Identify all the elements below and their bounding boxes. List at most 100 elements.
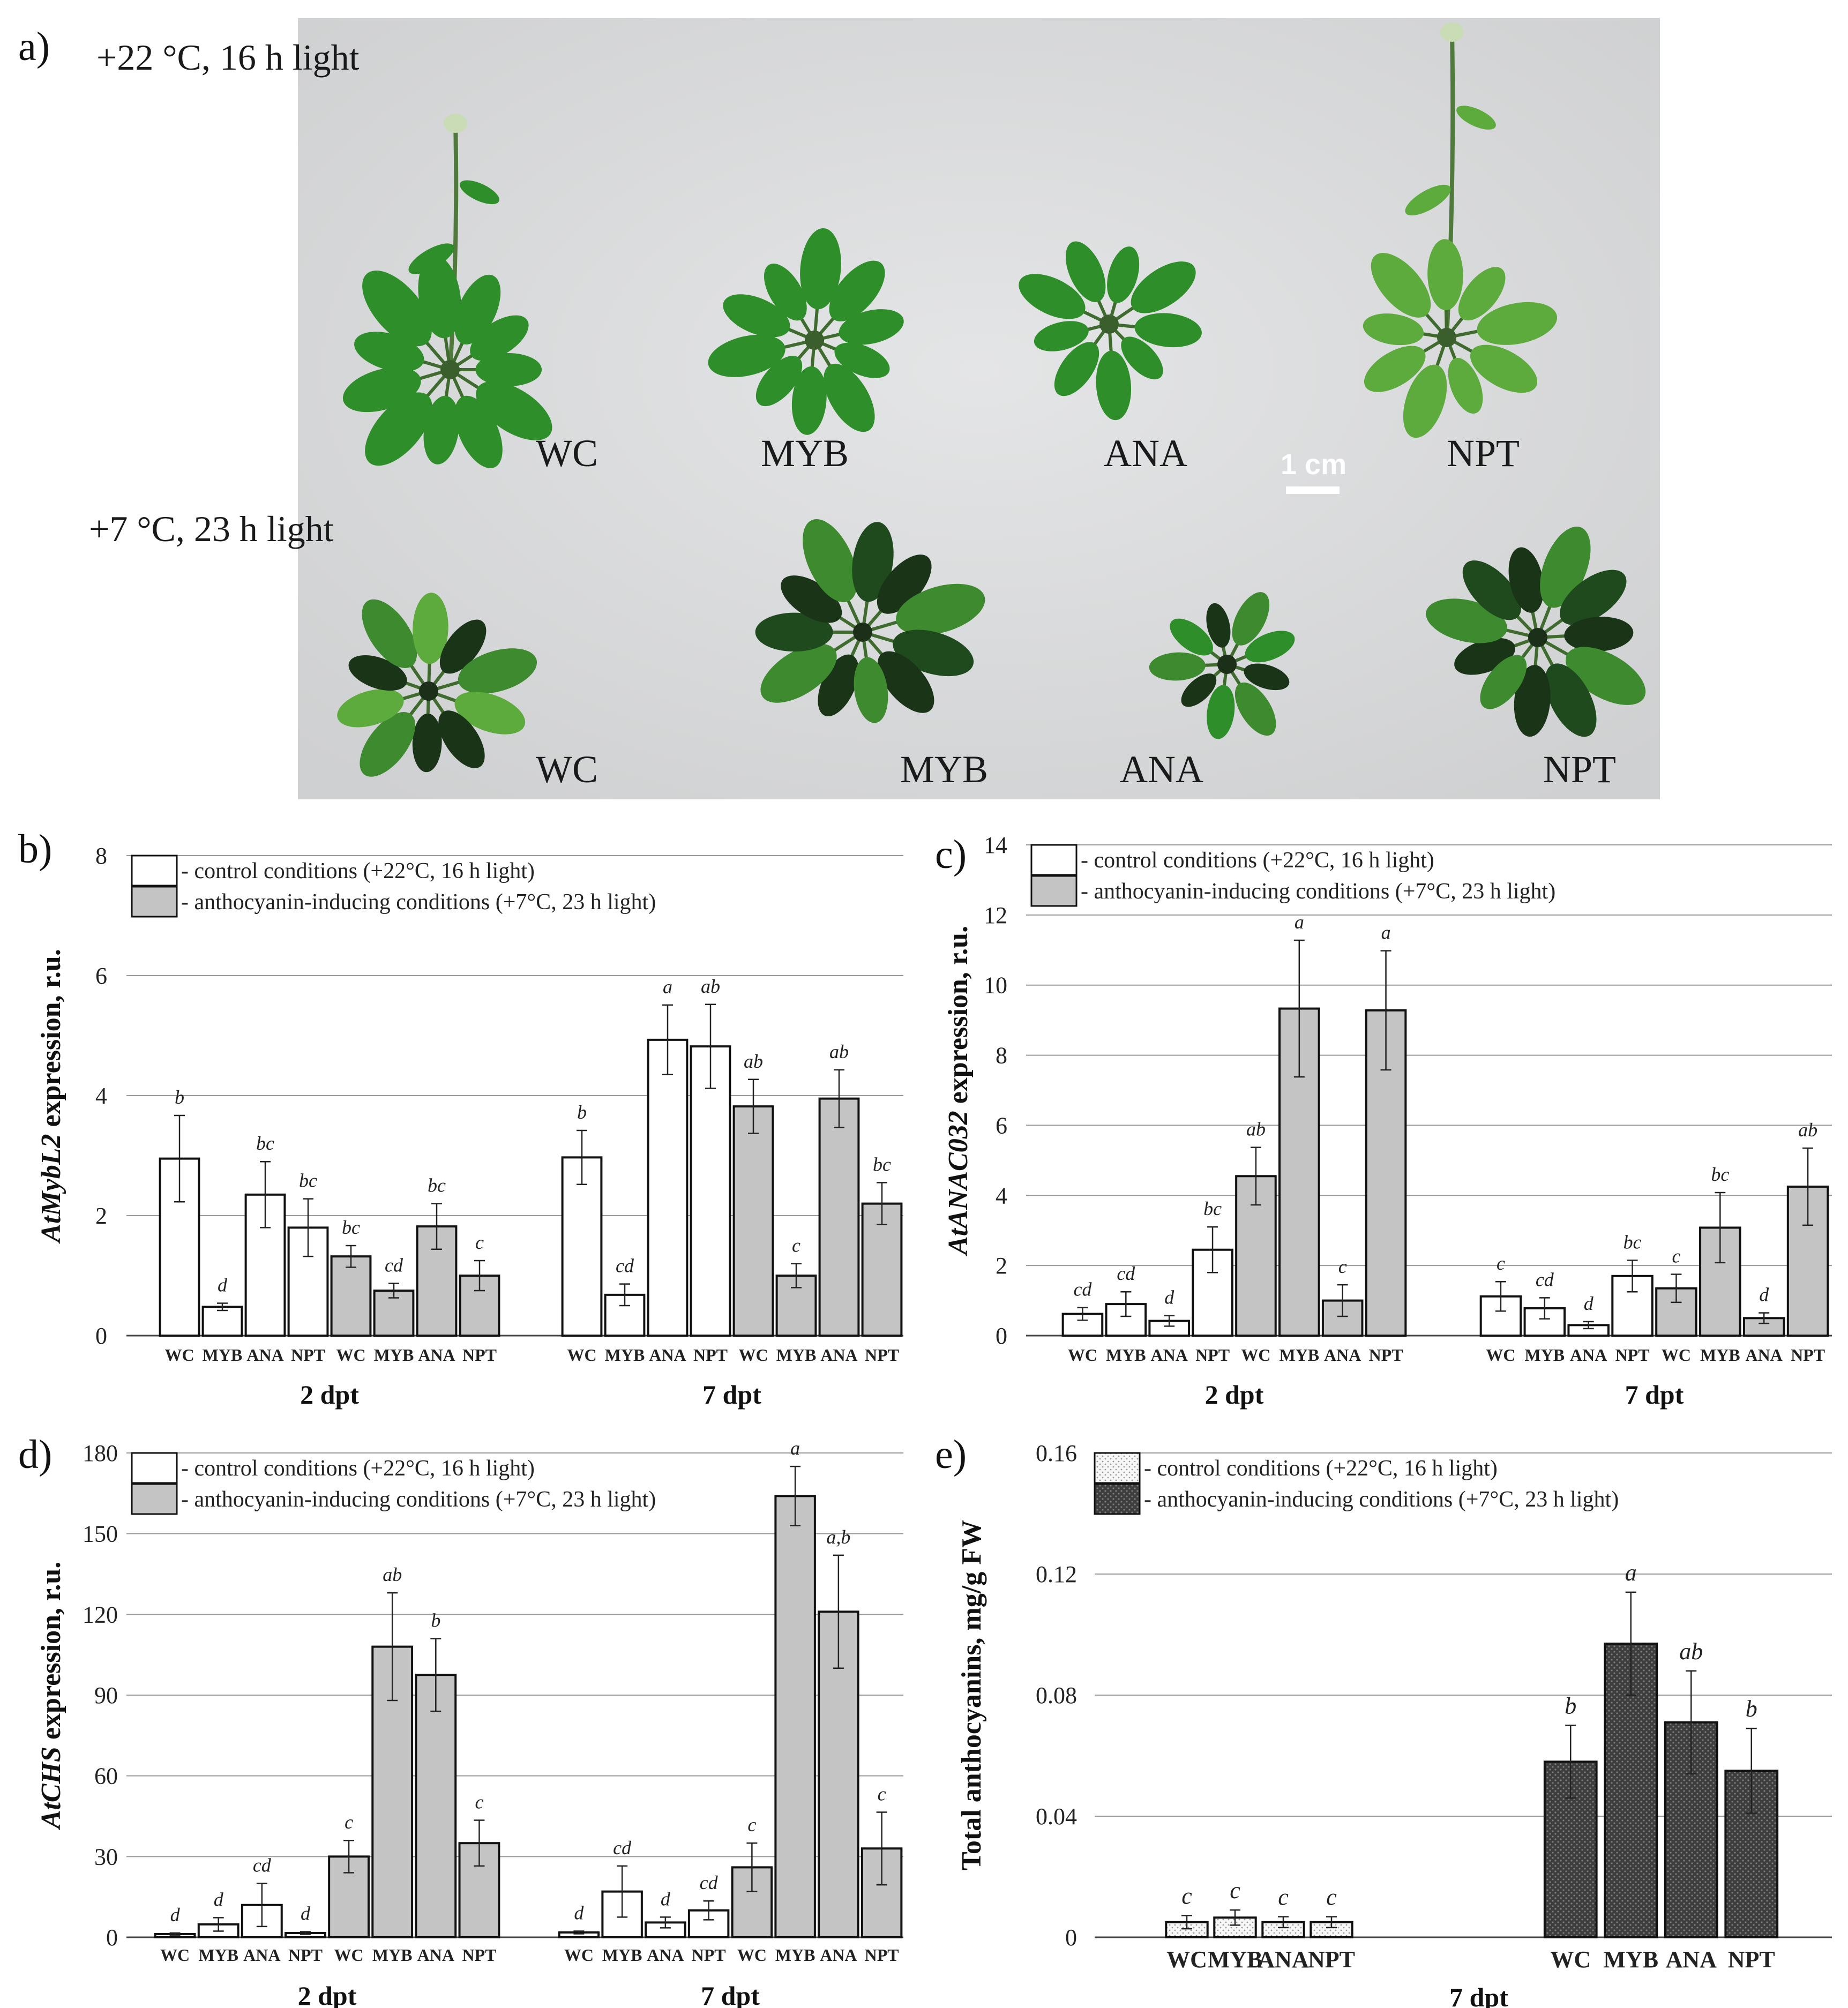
y-tick-label: 180 <box>83 1440 118 1466</box>
significance-letter: cd <box>616 1255 634 1277</box>
panel-b-letter: b) <box>18 827 52 872</box>
significance-letter: b <box>1746 1696 1757 1722</box>
significance-letter: cd <box>1117 1263 1135 1284</box>
group-label: 2 dpt <box>298 1981 357 2008</box>
bar-b-g0-wc <box>330 1255 372 1337</box>
x-category-label: NPT <box>1615 1345 1650 1365</box>
significance-letter: c <box>1672 1246 1680 1267</box>
significance-letter: c <box>475 1232 484 1253</box>
y-tick-label: 6 <box>95 963 107 989</box>
x-category-label: WC <box>1166 1946 1207 1973</box>
legend-b: - control conditions (+22°C, 16 h light)… <box>131 855 656 918</box>
panel-a-letter: a) <box>18 24 50 69</box>
x-category-label: NPT <box>1728 1946 1775 1973</box>
significance-letter: a <box>1381 922 1391 943</box>
y-tick-label: 0.16 <box>1036 1440 1077 1466</box>
bar-b-g1-npt <box>690 1045 731 1337</box>
x-category-label: ANA <box>418 1345 455 1365</box>
significance-letter: c <box>878 1783 886 1804</box>
significance-letter: cd <box>1536 1269 1554 1290</box>
bar-c-g0-myb <box>1105 1303 1147 1337</box>
group-label: 2 dpt <box>1205 1380 1264 1410</box>
x-category-label: MYB <box>605 1345 645 1365</box>
x-category-label: ANA <box>243 1945 280 1965</box>
bar-b-g1-npt <box>861 1202 903 1337</box>
plant-top-myb <box>708 228 904 435</box>
y-axis-label: AtANAC032 expression, r.u. <box>943 926 974 1256</box>
y-tick-label: 0 <box>106 1924 118 1951</box>
scale-bar <box>1286 486 1340 494</box>
x-category-label: WC <box>567 1345 596 1365</box>
y-tick-label: 30 <box>94 1844 118 1870</box>
significance-letter: d <box>1584 1293 1594 1314</box>
plant-rosettes <box>337 23 1646 777</box>
x-category-label: MYB <box>1208 1946 1263 1973</box>
significance-letter: a <box>1295 911 1304 933</box>
x-category-label: NPT <box>291 1345 325 1365</box>
x-category-label: MYB <box>1603 1946 1658 1973</box>
plant-label-top-ana: ANA <box>1104 432 1187 475</box>
significance-letter: bc <box>873 1153 891 1175</box>
x-category-label: MYB <box>203 1345 243 1365</box>
significance-letter: ab <box>744 1051 763 1072</box>
x-category-label: ANA <box>246 1345 283 1365</box>
plant-bottom-wc <box>337 593 537 777</box>
bar-b-g1-ana <box>647 1038 689 1337</box>
x-category-label: MYB <box>602 1945 642 1965</box>
y-tick-label: 0.04 <box>1036 1803 1077 1830</box>
significance-letter: bc <box>428 1175 446 1196</box>
y-tick-label: 0 <box>1065 1924 1077 1951</box>
legend-entry: - control conditions (+22°C, 16 h light) <box>1144 1456 1498 1481</box>
group-label: 7 dpt <box>701 1981 760 2008</box>
y-tick-label: 90 <box>94 1682 118 1709</box>
x-category-label: ANA <box>1324 1345 1361 1365</box>
x-category-label: MYB <box>1106 1345 1146 1365</box>
y-tick-label: 8 <box>95 843 107 869</box>
x-category-label: MYB <box>374 1345 414 1365</box>
significance-letter: bc <box>1623 1231 1642 1253</box>
significance-letter: ab <box>1679 1638 1703 1665</box>
plant-label-top-npt: NPT <box>1447 432 1520 475</box>
y-tick-label: 2 <box>95 1203 107 1229</box>
x-category-label: NPT <box>1791 1345 1825 1365</box>
y-tick-label: 0.08 <box>1036 1682 1077 1709</box>
y-tick-label: 120 <box>83 1601 118 1628</box>
legend-c: - control conditions (+22°C, 16 h light)… <box>1030 844 1555 907</box>
x-category-label: ANA <box>820 1945 857 1965</box>
bar-b-g1-ana <box>818 1097 860 1337</box>
significance-letter: d <box>218 1275 228 1296</box>
x-category-label: ANA <box>1746 1345 1783 1365</box>
bar-d-g0-ana <box>415 1674 457 1938</box>
y-tick-label: 12 <box>984 902 1007 928</box>
x-category-label: ANA <box>1570 1345 1607 1365</box>
significance-letter: c <box>747 1814 756 1835</box>
bar-b-g1-wc <box>732 1105 774 1337</box>
significance-letter: c <box>1230 1877 1240 1904</box>
x-category-label: WC <box>737 1945 767 1965</box>
significance-letter: c <box>345 1811 353 1833</box>
plant-label-bottom-wc: WC <box>536 748 598 791</box>
y-tick-label: 8 <box>996 1043 1007 1069</box>
x-category-label: MYB <box>775 1945 815 1965</box>
significance-letter: b <box>1565 1693 1576 1719</box>
chart-d: d) 0 30 60 90 120 150 180 AtCHS expression, r.u.… <box>18 1432 903 2008</box>
x-category-label: WC <box>164 1345 194 1365</box>
significance-letter: cd <box>1073 1279 1092 1300</box>
significance-letter: c <box>1497 1253 1505 1274</box>
bottom-condition-label: +7 °C, 23 h light <box>89 508 334 549</box>
y-axis-label: AtCHS expression, r.u. <box>36 1562 66 1830</box>
y-tick-label: 10 <box>984 972 1007 999</box>
x-category-label: WC <box>1068 1345 1097 1365</box>
significance-letter: a,b <box>826 1526 850 1548</box>
significance-letter: c <box>1181 1883 1192 1909</box>
x-category-label: WC <box>1550 1946 1591 1973</box>
significance-letter: d <box>214 1889 224 1910</box>
x-category-label: WC <box>334 1945 364 1965</box>
x-category-label: ANA <box>1151 1345 1188 1365</box>
significance-letter: c <box>1278 1884 1289 1910</box>
x-category-label: ANA <box>417 1945 454 1965</box>
y-tick-label: 60 <box>94 1763 118 1789</box>
legend-swatch <box>131 886 178 918</box>
